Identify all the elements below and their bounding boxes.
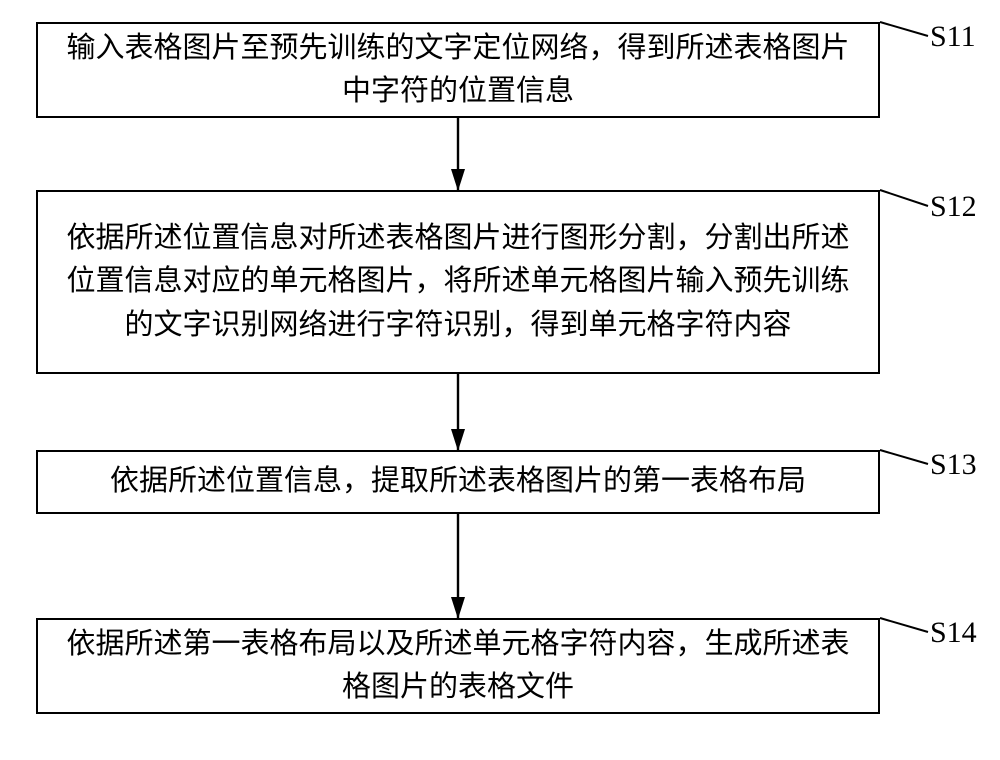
flow-step-s12: 依据所述位置信息对所述表格图片进行图形分割，分割出所述位置信息对应的单元格图片，… (36, 190, 880, 374)
leader-line-s14 (880, 618, 928, 632)
leader-line-s11 (880, 22, 928, 36)
leader-line-s12 (880, 190, 928, 206)
step-label-s12: S12 (930, 190, 977, 224)
flow-step-text: 依据所述第一表格布局以及所述单元格字符内容，生成所述表格图片的表格文件 (38, 621, 878, 712)
flow-step-s11: 输入表格图片至预先训练的文字定位网络，得到所述表格图片中字符的位置信息 (36, 22, 880, 118)
flow-step-text: 输入表格图片至预先训练的文字定位网络，得到所述表格图片中字符的位置信息 (38, 25, 878, 116)
flow-step-s14: 依据所述第一表格布局以及所述单元格字符内容，生成所述表格图片的表格文件 (36, 618, 880, 714)
flowchart-canvas: 输入表格图片至预先训练的文字定位网络，得到所述表格图片中字符的位置信息 S11 依据… (0, 0, 1000, 760)
step-label-s11: S11 (930, 20, 976, 54)
step-label-s14: S14 (930, 616, 977, 650)
flow-step-text: 依据所述位置信息对所述表格图片进行图形分割，分割出所述位置信息对应的单元格图片，… (38, 215, 878, 350)
flow-step-s13: 依据所述位置信息，提取所述表格图片的第一表格布局 (36, 450, 880, 514)
step-label-s13: S13 (930, 448, 977, 482)
flow-step-text: 依据所述位置信息，提取所述表格图片的第一表格布局 (38, 458, 878, 506)
leader-line-s13 (880, 450, 928, 464)
